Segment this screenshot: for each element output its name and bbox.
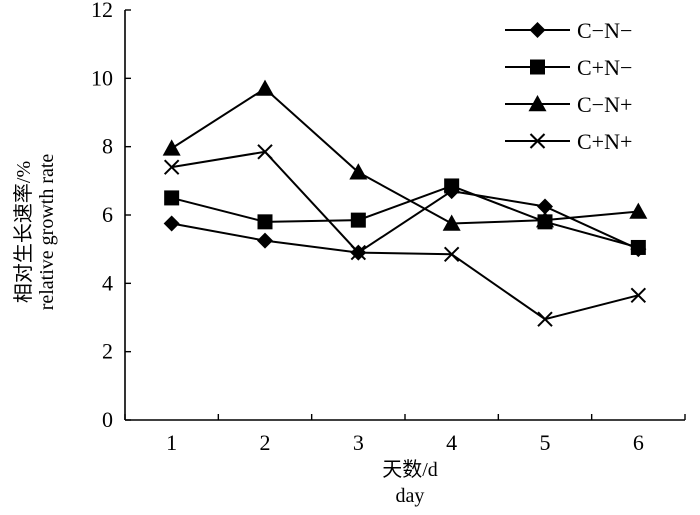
y-tick-label: 12 <box>91 0 113 22</box>
legend-marker <box>530 59 545 75</box>
x-tick-label: 6 <box>633 430 644 455</box>
legend-marker <box>528 95 547 112</box>
data-point <box>350 212 366 228</box>
data-point <box>256 79 274 96</box>
legend-label: C+N− <box>577 55 632 80</box>
legend: C−N− C+N− C−N+ C+N+ <box>505 18 632 154</box>
x-tick-label: 1 <box>166 430 177 455</box>
data-point <box>164 190 180 206</box>
legend-label: C−N+ <box>577 92 632 117</box>
x-axis-title-cn: 天数/d <box>382 458 438 481</box>
legend-item: C+N+ <box>505 129 632 154</box>
series-3 <box>162 79 648 231</box>
data-point <box>163 159 180 175</box>
x-tick-label: 2 <box>260 430 271 455</box>
data-point <box>257 214 273 230</box>
data-point <box>536 211 554 228</box>
legend-item: C−N+ <box>505 92 632 117</box>
series-4 <box>163 144 647 327</box>
data-point <box>162 139 181 156</box>
y-tick-label: 2 <box>102 339 113 364</box>
data-point <box>444 178 460 194</box>
y-tick-label: 0 <box>102 407 113 432</box>
data-point <box>350 244 367 261</box>
legend-label: C−N− <box>577 18 632 43</box>
series-line <box>171 87 639 225</box>
series-1 <box>163 183 647 261</box>
y-axis-title-cn: 相对生长速率/% <box>12 161 35 303</box>
x-ticks: 1 2 3 4 5 6 <box>124 414 686 455</box>
x-tick-label: 3 <box>353 430 364 455</box>
data-point <box>537 311 553 327</box>
series-line <box>171 184 639 249</box>
series-group <box>162 79 648 327</box>
data-point <box>349 163 368 180</box>
data-point <box>630 287 647 303</box>
data-point <box>629 202 648 219</box>
legend-marker <box>529 133 546 149</box>
y-tick-label: 4 <box>102 270 113 295</box>
data-point <box>630 239 646 255</box>
legend-item: C+N− <box>505 55 632 80</box>
data-point <box>163 215 180 232</box>
data-point <box>443 246 460 262</box>
series-line <box>171 190 639 254</box>
data-point <box>537 198 553 215</box>
legend-label: C+N+ <box>577 129 632 154</box>
y-tick-label: 10 <box>91 65 113 90</box>
series-line <box>171 150 639 321</box>
data-point <box>442 214 461 231</box>
legend-marker <box>529 22 546 38</box>
x-tick-label: 5 <box>540 430 551 455</box>
x-axis-title-en: day <box>396 485 425 507</box>
x-tick-label: 4 <box>446 430 457 455</box>
legend-item: C−N− <box>505 18 632 43</box>
y-tick-label: 6 <box>102 202 113 227</box>
data-point <box>257 232 273 249</box>
y-tick-label: 8 <box>102 134 113 159</box>
y-axis-title-en: relative growth rate <box>36 154 58 311</box>
y-ticks: 0 2 4 6 8 10 12 <box>91 0 131 432</box>
data-point <box>257 144 273 160</box>
